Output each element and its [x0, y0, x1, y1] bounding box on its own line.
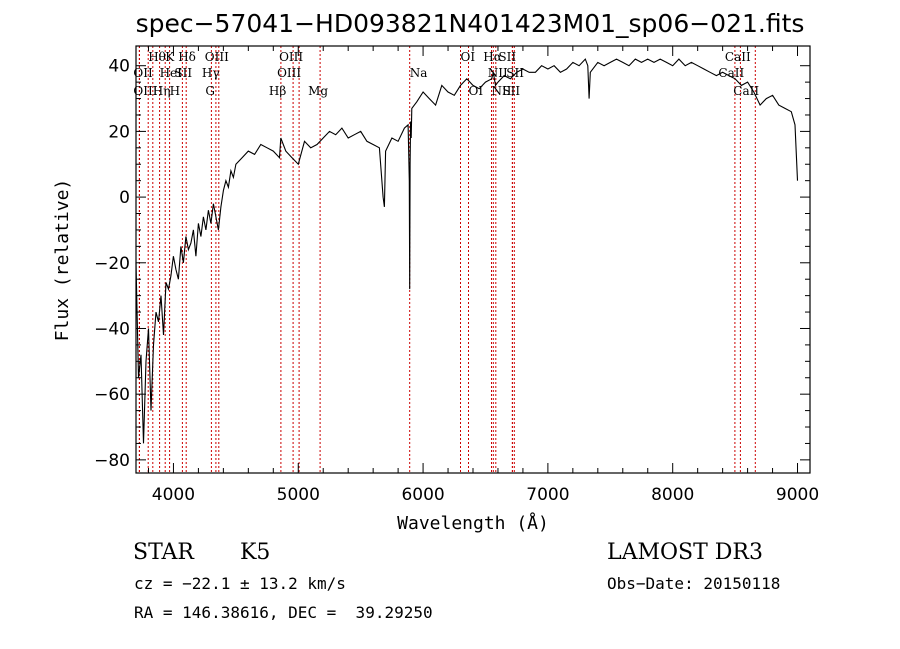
spectral-line-label: G — [205, 84, 215, 98]
spectral-line-label: HeI — [160, 66, 183, 80]
spectral-line-label: Hγ — [202, 66, 220, 80]
y-tick-label: 40 — [108, 57, 130, 77]
spectral-line-label: CaII — [718, 66, 744, 80]
spectral-line-label: OIII — [277, 66, 301, 80]
y-tick-label: −40 — [94, 319, 130, 339]
spectral-line-label: OIII — [205, 50, 229, 64]
x-tick-label: 6000 — [401, 485, 444, 505]
x-tick-label: 5000 — [277, 485, 320, 505]
x-tick-label: 8000 — [651, 485, 694, 505]
chart-title: spec−57041−HD093821N401423M01_sp06−021.f… — [136, 9, 805, 38]
axis-ticks: 4000 5000 6000 7000 8000 9000 −80 −60 −40 −20 0 20 4… — [94, 46, 819, 505]
y-axis-label: Flux (relative) — [52, 179, 73, 342]
spectral-line-label: SII — [502, 84, 520, 98]
series-line-flux — [135, 58, 799, 444]
object-subclass: K5 — [240, 540, 271, 565]
spectral-line-label: OIII — [133, 84, 157, 98]
spectral-line-label: Hη — [153, 84, 171, 98]
spectral-line-label: Na — [410, 66, 428, 80]
spectral-line-label: Hδ — [178, 50, 196, 64]
y-tick-label: −80 — [94, 451, 130, 471]
spectral-lines — [138, 46, 756, 473]
observation-date: Obs−Date: 20150118 — [607, 574, 781, 593]
spectral-line-label: CaII — [725, 50, 751, 64]
redshift-cz: cz = −22.1 ± 13.2 km/s — [134, 574, 346, 593]
ra-dec-coordinates: RA = 146.38616, DEC = 39.29250 — [134, 603, 433, 622]
x-tick-label: 4000 — [152, 485, 195, 505]
spectral-line-label: K — [165, 50, 175, 64]
spectral-line-label: NII — [488, 66, 508, 80]
y-tick-label: 20 — [108, 122, 130, 142]
spectral-line-label: CaII — [733, 84, 759, 98]
spectral-line-label: Hα — [483, 50, 502, 64]
survey-name: LAMOST DR3 — [607, 540, 763, 565]
spectral-line-label: Hβ — [269, 84, 286, 98]
x-tick-label: 9000 — [776, 485, 819, 505]
y-tick-label: −20 — [94, 254, 130, 274]
spectral-line-label: OII — [133, 66, 153, 80]
spectral-line-label: OIII — [279, 50, 303, 64]
spectral-line-label: SII — [174, 66, 192, 80]
y-tick-label: 0 — [119, 188, 130, 208]
spectral-line-label: Mg — [308, 84, 328, 98]
spectral-line-label: NII — [492, 84, 512, 98]
spectral-line-label: OI — [461, 50, 476, 64]
spectral-line-label: SII — [498, 50, 516, 64]
spectral-line-label: Hθ — [148, 50, 166, 64]
object-class: STAR — [133, 540, 194, 565]
x-axis-label: Wavelength (Å) — [397, 512, 549, 534]
plot-frame — [135, 45, 811, 474]
x-tick-label: 7000 — [526, 485, 569, 505]
y-tick-label: −60 — [94, 385, 130, 405]
spectral-line-label: H — [170, 84, 180, 98]
